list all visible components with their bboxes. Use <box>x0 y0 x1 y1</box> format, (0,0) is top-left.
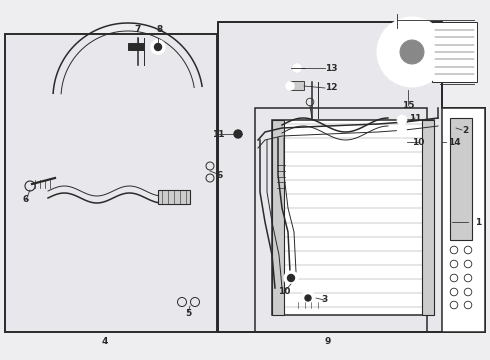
Circle shape <box>385 25 439 79</box>
Circle shape <box>397 127 407 137</box>
Text: 1: 1 <box>475 217 481 226</box>
Circle shape <box>400 40 424 64</box>
Bar <box>432 22 477 82</box>
Text: 7: 7 <box>135 25 141 34</box>
Bar <box>5 34 217 332</box>
Text: 13: 13 <box>325 63 338 72</box>
Circle shape <box>377 17 447 87</box>
Text: 10: 10 <box>412 138 424 147</box>
Polygon shape <box>218 22 485 332</box>
Text: 10: 10 <box>278 288 290 297</box>
Bar <box>442 108 485 332</box>
Text: 8: 8 <box>157 25 163 34</box>
Text: 11: 11 <box>409 113 421 122</box>
Bar <box>422 120 434 315</box>
Circle shape <box>397 115 407 125</box>
Circle shape <box>284 271 298 285</box>
Text: 6: 6 <box>23 195 29 204</box>
Bar <box>158 190 190 204</box>
Circle shape <box>406 46 418 58</box>
Circle shape <box>392 32 432 72</box>
Text: 5: 5 <box>185 309 191 318</box>
Text: 6: 6 <box>217 171 223 180</box>
Text: 15: 15 <box>402 100 414 109</box>
Bar <box>272 120 284 315</box>
Circle shape <box>397 139 407 149</box>
Text: 2: 2 <box>462 126 468 135</box>
Bar <box>128 43 144 50</box>
Circle shape <box>154 44 162 50</box>
Bar <box>450 118 472 240</box>
Text: 14: 14 <box>448 138 461 147</box>
Text: 11: 11 <box>212 130 224 139</box>
Text: 3: 3 <box>321 296 327 305</box>
Circle shape <box>151 40 165 54</box>
Circle shape <box>234 130 242 138</box>
Text: 12: 12 <box>325 84 338 93</box>
Circle shape <box>301 291 315 305</box>
Text: 9: 9 <box>325 338 331 346</box>
Text: 4: 4 <box>102 338 108 346</box>
Bar <box>255 108 427 332</box>
Circle shape <box>286 82 294 90</box>
Circle shape <box>288 275 294 282</box>
Circle shape <box>293 64 301 72</box>
Circle shape <box>305 295 311 301</box>
Bar <box>272 120 434 315</box>
Bar <box>290 81 304 90</box>
